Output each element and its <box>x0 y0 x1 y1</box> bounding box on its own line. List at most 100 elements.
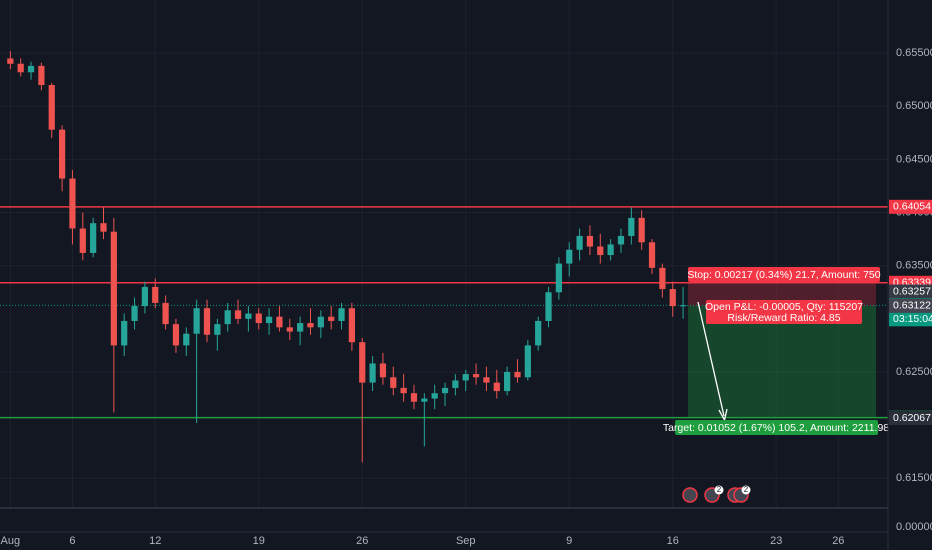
candle-body <box>58 129 66 179</box>
candle-body <box>69 178 76 229</box>
candle-body <box>338 308 345 321</box>
x-tick-label: 6 <box>69 535 75 547</box>
stop-label-box <box>688 267 880 282</box>
x-tick-label: Sep <box>456 535 476 547</box>
countdown-label: 03:15:04 <box>893 313 932 325</box>
y-tick-label: 0.63500 <box>896 260 932 272</box>
price-badge-label: 0.64054 <box>893 201 931 213</box>
y-tick-label: 0.65000 <box>896 100 932 112</box>
event-count-bubble <box>714 485 724 495</box>
candle-body <box>307 323 314 328</box>
event-icon[interactable] <box>682 487 698 503</box>
candle-body <box>566 249 573 264</box>
candle-body <box>297 323 304 332</box>
candle-body <box>400 387 407 394</box>
candle-body <box>359 342 366 383</box>
candle-body <box>224 310 231 325</box>
candle-body <box>48 85 55 130</box>
candle-body <box>79 228 86 253</box>
candle-body <box>545 292 552 321</box>
candle-body <box>410 393 418 402</box>
candle-body <box>193 308 200 334</box>
arrow-line <box>697 301 725 417</box>
candle-body <box>452 380 459 388</box>
candle-body <box>38 65 45 86</box>
x-tick-label: 26 <box>832 535 844 547</box>
axes: 0.615000.625000.635000.640000.645000.650… <box>1 47 932 547</box>
candle-body <box>131 306 138 321</box>
candle-body <box>328 316 335 321</box>
target-label: Target: 0.01052 (1.67%) 105.2, Amount: 2… <box>663 422 889 434</box>
x-tick-label: Aug <box>1 535 21 547</box>
y-tick-label: 0.64500 <box>896 153 932 165</box>
grid <box>0 0 888 508</box>
candle-body <box>524 345 531 378</box>
candle-body <box>431 393 438 399</box>
event-count: 2 <box>744 485 749 494</box>
candle-body <box>100 223 107 232</box>
candle-body <box>276 316 283 328</box>
y-tick-label: 0.62500 <box>896 366 932 378</box>
x-tick-label: 26 <box>356 535 368 547</box>
candle-body <box>203 308 211 335</box>
candle-body <box>659 267 666 290</box>
stop-label: Stop: 0.00217 (0.34%) 21.7, Amount: 750 <box>687 269 880 281</box>
y-tick-label: 0.65500 <box>896 47 932 59</box>
countdown-badge <box>889 312 932 327</box>
x-tick-label: 19 <box>253 535 265 547</box>
candle-body <box>286 327 293 332</box>
candle-body <box>669 289 676 307</box>
candle-body <box>617 235 625 245</box>
candles <box>7 51 687 463</box>
event-count-bubble <box>741 485 751 495</box>
candle-body <box>607 244 614 256</box>
candle-body <box>183 333 190 346</box>
target-label-box <box>675 420 878 435</box>
indicator-value: 0.00000 <box>896 521 932 533</box>
candle-body <box>628 217 635 236</box>
candle-body <box>648 242 656 268</box>
candle-body <box>152 286 159 303</box>
pnl-label: Open P&L: -0.00005, Qty: 115207 <box>705 301 863 313</box>
x-tick-label: 23 <box>770 535 782 547</box>
target-zone <box>688 305 876 418</box>
x-tick-label: 16 <box>667 535 679 547</box>
candle-body <box>7 58 14 64</box>
candle-body <box>514 371 521 378</box>
candle-body <box>214 324 221 335</box>
candle-body <box>17 63 24 73</box>
candle-body <box>27 65 35 73</box>
candle-body <box>162 302 169 325</box>
candle-body <box>462 374 469 381</box>
x-tick-label: 12 <box>149 535 161 547</box>
price-badge <box>889 199 932 214</box>
candle-body <box>638 217 645 243</box>
price-badge-label: 0.63257 <box>893 285 931 297</box>
candle-body <box>390 377 397 388</box>
candle-body <box>172 324 180 346</box>
candle-body <box>234 310 242 319</box>
y-tick-label: 0.61500 <box>896 472 932 484</box>
candle-body <box>90 223 97 253</box>
price-badge-label: 0.62067 <box>893 412 931 424</box>
candle-body <box>597 246 604 256</box>
ratio-label: Risk/Reward Ratio: 4.85 <box>727 312 840 324</box>
price-badge <box>889 284 932 299</box>
candle-body <box>255 313 262 324</box>
x-tick-label: 9 <box>566 535 572 547</box>
candle-body <box>576 235 583 250</box>
candle-body <box>555 263 562 293</box>
candle-body <box>535 320 542 346</box>
candle-body <box>317 316 324 328</box>
candle-body <box>679 305 687 307</box>
event-count: 2 <box>717 485 722 494</box>
price-badge-label: 0.63122 <box>893 300 931 312</box>
candle-body <box>586 235 594 247</box>
price-badge <box>889 410 932 425</box>
candle-body <box>369 363 376 383</box>
candle-body <box>483 377 490 383</box>
candle-body <box>421 398 428 402</box>
candle-body <box>141 286 148 307</box>
